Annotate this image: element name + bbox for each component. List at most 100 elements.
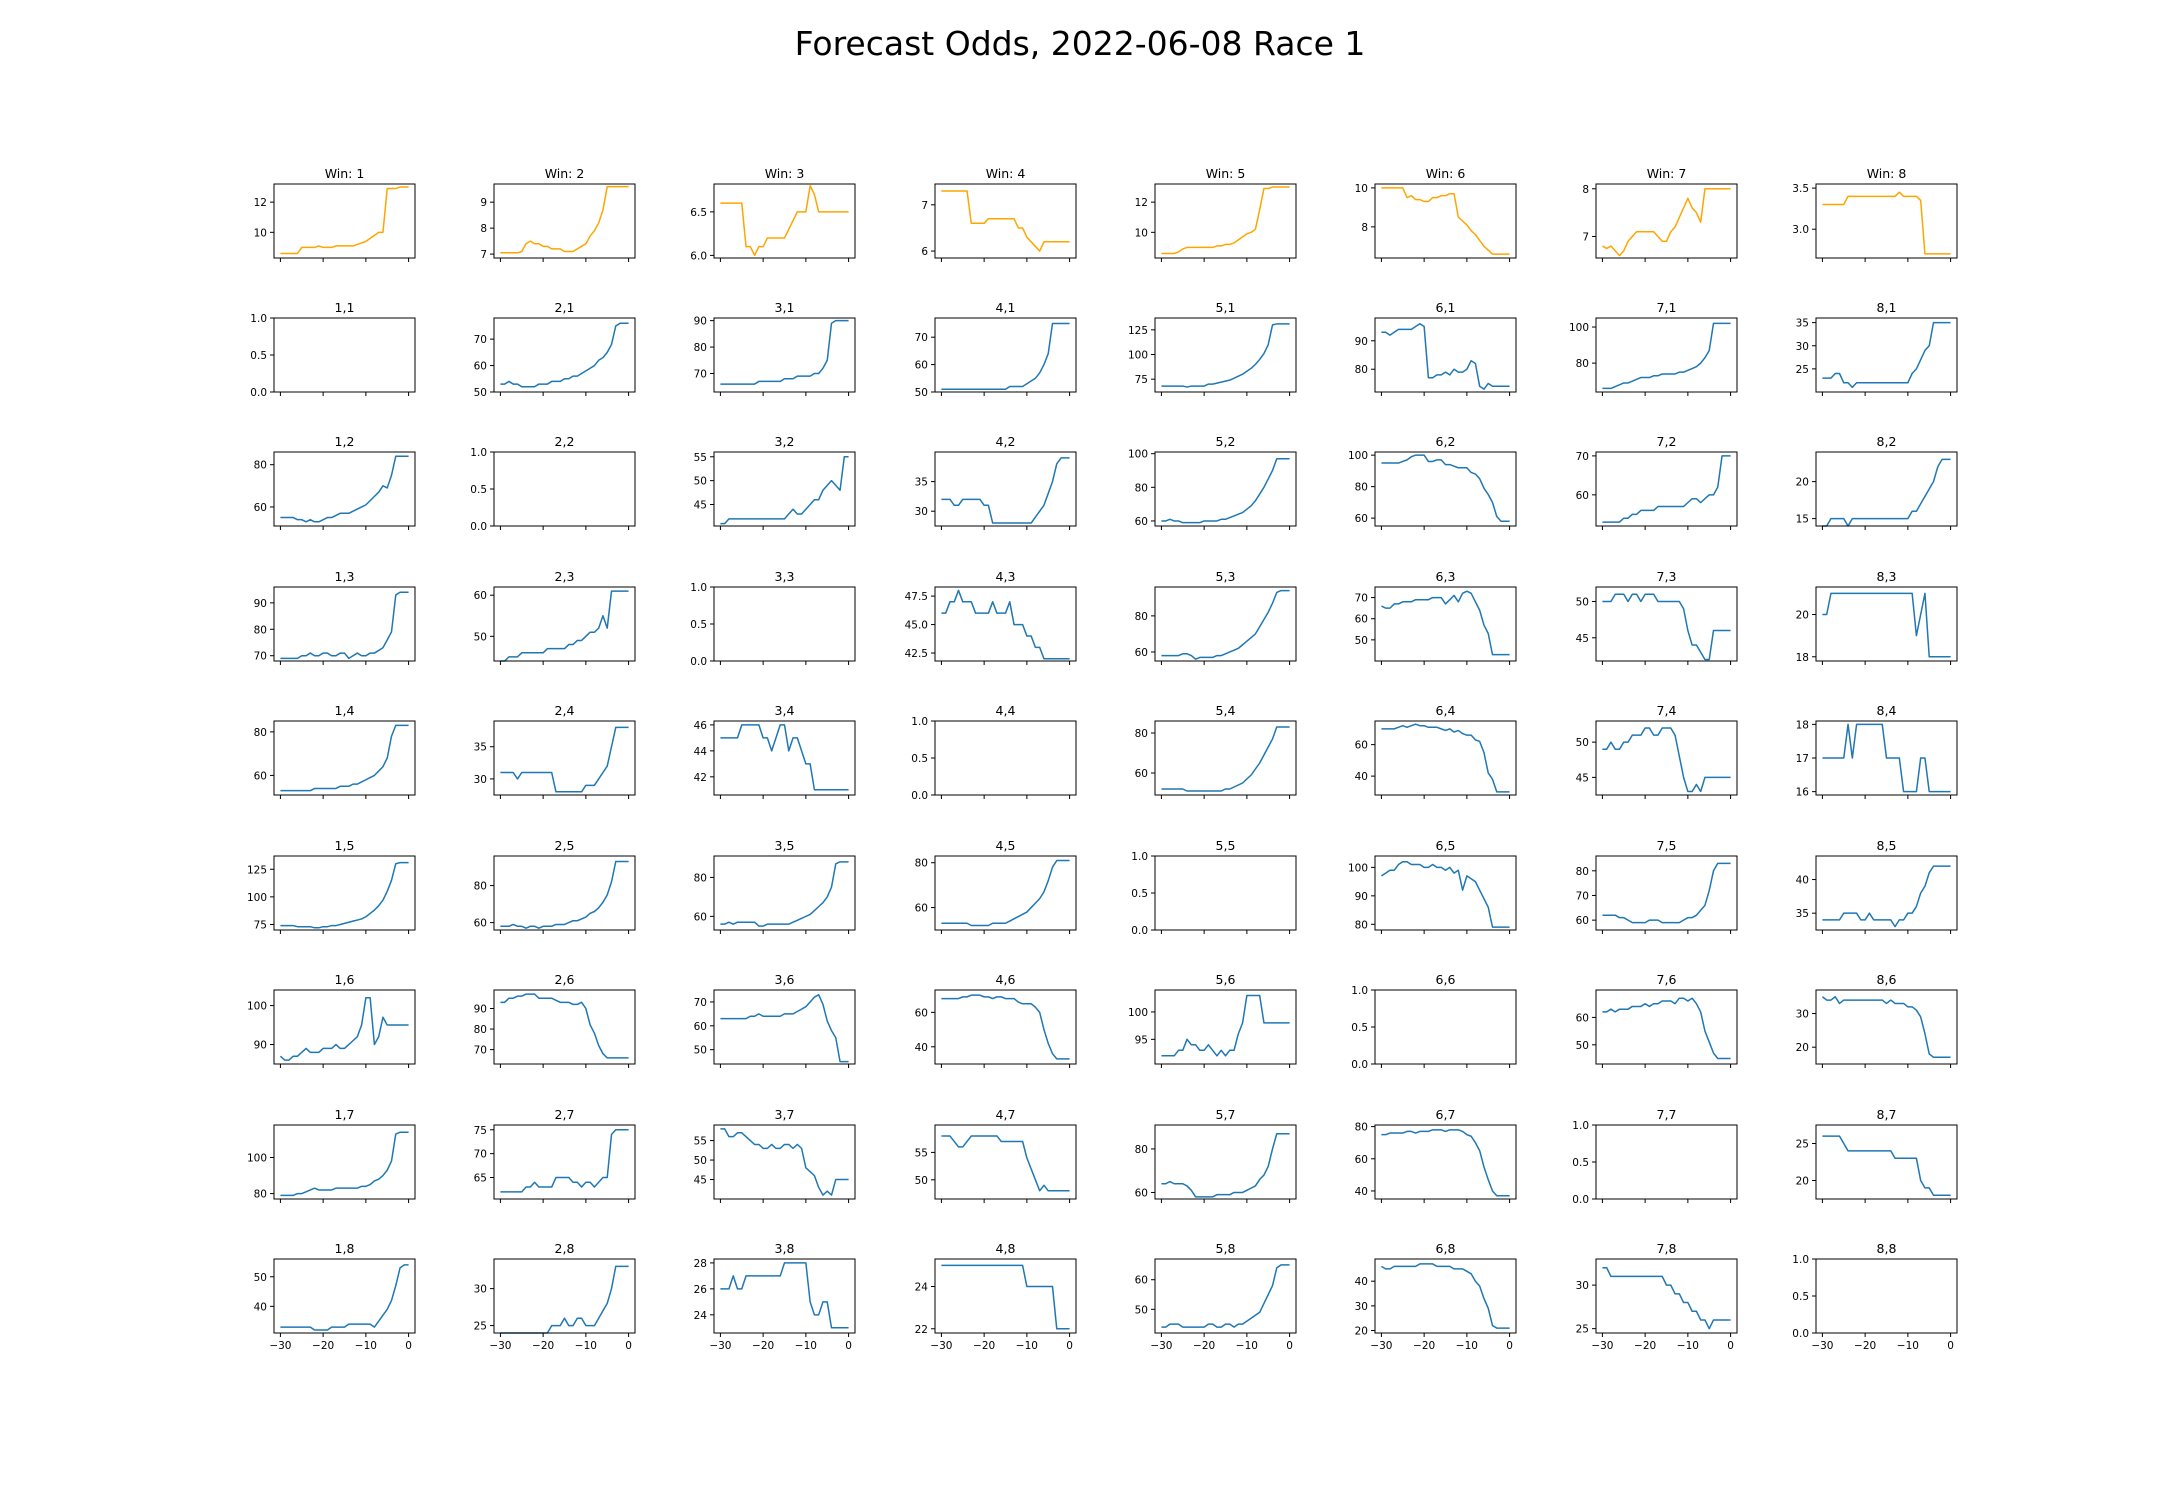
axes-frame <box>1374 855 1517 931</box>
y-tick-label: 60 <box>915 903 928 915</box>
axes-frame <box>934 317 1077 393</box>
panel-win-4: Win: 4 6 7 <box>921 166 1077 262</box>
series-line <box>1381 723 1510 793</box>
x-tick-label: −30 <box>1811 1340 1833 1352</box>
series-line <box>500 860 629 929</box>
axes-frame <box>1595 451 1738 527</box>
y-tick-label: 20 <box>1796 1042 1809 1054</box>
axes-frame <box>493 1124 636 1200</box>
y-tick-label: 7 <box>1582 232 1589 244</box>
series-line <box>941 190 1070 252</box>
y-tick-label: 0.5 <box>1792 1291 1809 1303</box>
panel-5-4: 5,4 60 80 <box>1135 703 1297 799</box>
panel-7-5: 7,5 60 70 80 <box>1576 838 1738 934</box>
y-tick-label: 75 <box>474 1125 487 1137</box>
panel-title: 2,3 <box>555 569 575 584</box>
panel-7-1: 7,1 80 100 <box>1569 300 1738 396</box>
panel-3-2: 3,2 45 50 55 <box>694 434 856 530</box>
y-tick-label: 0.0 <box>250 387 267 399</box>
panel-7-2: 7,2 60 70 <box>1576 434 1738 530</box>
y-tick-label: 50 <box>1135 1304 1148 1316</box>
axes-frame <box>493 989 636 1065</box>
y-tick-label: 45 <box>1576 772 1589 784</box>
panel-1-8: 1,8 40 50 −30 −20 −10 0 <box>254 1241 416 1352</box>
y-tick-label: 50 <box>694 1155 707 1167</box>
panel-7-7: 7,7 0.0 0.5 1.0 <box>1572 1107 1738 1206</box>
series-line <box>941 1135 1070 1192</box>
axes-frame <box>493 1258 636 1334</box>
y-tick-label: 60 <box>474 918 487 930</box>
y-tick-label: 60 <box>1576 490 1589 502</box>
panel-2-5: 2,5 60 80 <box>474 838 636 934</box>
series-line <box>1602 188 1731 257</box>
panel-title: 3,2 <box>775 434 795 449</box>
y-tick-label: 9 <box>480 197 487 209</box>
x-tick-label: −20 <box>312 1340 334 1352</box>
axes-frame <box>1595 183 1738 259</box>
series-line <box>1602 1266 1731 1330</box>
series-line <box>280 724 409 792</box>
series-line <box>500 322 629 388</box>
y-tick-label: 0.0 <box>1572 1194 1589 1206</box>
panel-2-8: 2,8 25 30 −30 −20 −10 0 <box>474 1241 636 1352</box>
panel-title: 6,7 <box>1436 1107 1456 1122</box>
panel-title: 6,8 <box>1436 1241 1456 1256</box>
y-tick-label: 70 <box>474 334 487 346</box>
axes-frame <box>1154 451 1297 527</box>
series-line <box>1381 590 1510 656</box>
axes-frame <box>1815 183 1958 259</box>
series-line <box>941 457 1070 524</box>
series-line <box>280 591 409 660</box>
x-tick-label: −30 <box>709 1340 731 1352</box>
y-tick-label: 20 <box>1796 609 1809 621</box>
axes-frame <box>1154 183 1297 259</box>
panel-title: 3,6 <box>775 972 795 987</box>
x-tick-label: 0 <box>1286 1340 1293 1352</box>
panel-1-6: 1,6 90 100 <box>247 972 416 1068</box>
panel-6-8: 6,8 20 30 40 −30 −20 −10 0 <box>1355 1241 1517 1352</box>
series-line <box>500 1265 629 1334</box>
y-tick-label: 70 <box>1355 593 1368 605</box>
y-tick-label: 100 <box>1569 322 1589 334</box>
y-tick-label: 125 <box>247 864 267 876</box>
y-tick-label: 30 <box>1796 341 1809 353</box>
panel-5-1: 5,1 75 100 125 <box>1128 300 1297 396</box>
y-tick-label: 35 <box>915 477 928 489</box>
series-line <box>500 185 629 254</box>
panel-1-5: 1,5 75 100 125 <box>247 838 416 934</box>
axes-frame <box>273 989 416 1065</box>
y-tick-label: 8 <box>1582 184 1589 196</box>
axes-frame <box>713 1258 856 1334</box>
series-line <box>280 1131 409 1197</box>
panel-title: 5,5 <box>1216 838 1236 853</box>
panel-title: Win: 6 <box>1426 166 1466 181</box>
axes-frame <box>934 586 1077 662</box>
x-tick-label: −20 <box>532 1340 554 1352</box>
y-tick-label: 18 <box>1796 719 1809 731</box>
panel-title: 1,4 <box>335 703 355 718</box>
panel-title: 7,8 <box>1657 1241 1677 1256</box>
y-tick-label: 60 <box>915 1007 928 1019</box>
y-tick-label: 16 <box>1796 787 1810 799</box>
y-tick-label: 6 <box>921 246 928 258</box>
y-tick-label: 80 <box>694 342 707 354</box>
y-tick-label: 80 <box>254 1189 267 1201</box>
y-tick-label: 50 <box>1576 737 1589 749</box>
panel-1-4: 1,4 60 80 <box>254 703 416 799</box>
panel-4-4: 4,4 0.0 0.5 1.0 <box>911 703 1077 802</box>
axes-frame <box>273 720 416 796</box>
series-line <box>280 1264 409 1331</box>
y-tick-label: 75 <box>254 919 267 931</box>
y-tick-label: 24 <box>694 1310 708 1322</box>
panel-5-7: 5,7 60 80 <box>1135 1107 1297 1203</box>
panel-5-2: 5,2 60 80 100 <box>1128 434 1297 530</box>
panel-win-1: Win: 1 10 12 <box>254 166 416 262</box>
panel-3-1: 3,1 70 80 90 <box>694 300 856 396</box>
y-tick-label: 50 <box>474 631 487 643</box>
panel-8-7: 8,7 20 25 <box>1796 1107 1958 1203</box>
y-tick-label: 100 <box>1348 862 1368 874</box>
series-line <box>1822 458 1951 527</box>
panel-4-5: 4,5 60 80 <box>915 838 1077 934</box>
y-tick-label: 90 <box>1355 336 1368 348</box>
